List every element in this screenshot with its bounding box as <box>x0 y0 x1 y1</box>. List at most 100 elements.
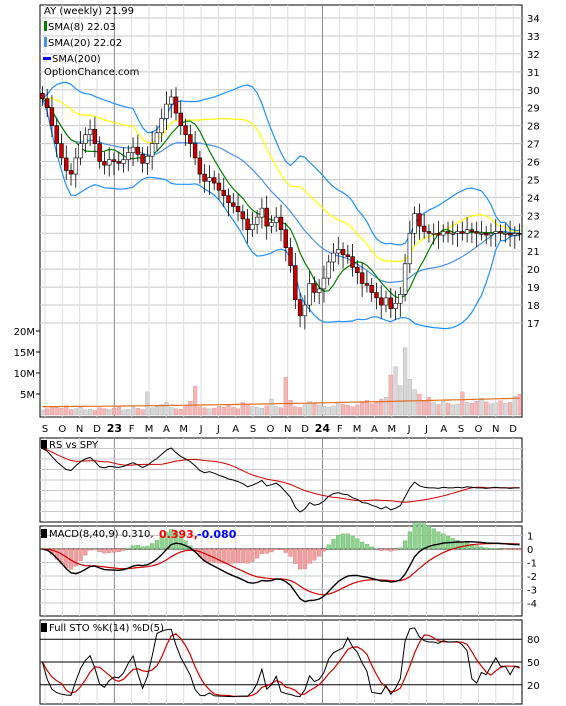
volume-bar <box>460 391 465 416</box>
candle-body <box>469 229 475 232</box>
volume-tick-label: 15M <box>14 348 35 359</box>
candle-body <box>321 277 327 290</box>
volume-bar <box>493 402 498 416</box>
candle-body <box>288 247 293 266</box>
x-tick-label: N <box>492 424 499 435</box>
volume-bar <box>283 377 288 416</box>
volume-bar <box>312 403 317 416</box>
x-tick-label: 23 <box>107 422 122 435</box>
macd-hist-bar <box>240 548 245 563</box>
price-tick-label: 23 <box>527 211 540 222</box>
macd-hist-bar <box>360 541 365 550</box>
macd-marker-icon <box>41 529 47 538</box>
x-tick-label: A <box>232 424 239 435</box>
volume-bar <box>40 409 45 416</box>
macd-hist-bar <box>283 548 288 553</box>
candle-body <box>83 134 88 144</box>
sto-k-line <box>41 627 520 698</box>
candle-body <box>369 285 374 293</box>
x-tick-label: 24 <box>315 422 331 435</box>
volume-bar <box>278 407 284 416</box>
macd-tick-label: -4 <box>527 599 537 610</box>
candle-body <box>192 143 198 159</box>
candle-body <box>178 112 183 126</box>
volume-bar <box>92 410 97 416</box>
volume-bar <box>111 408 117 416</box>
macd-hist-bar <box>255 548 260 559</box>
candle-body <box>274 216 279 223</box>
volume-bar <box>360 402 365 416</box>
volume-bar <box>245 404 250 416</box>
volume-bar <box>68 409 74 416</box>
x-tick-label: J <box>216 424 220 435</box>
macd-hist-bar <box>135 545 140 550</box>
macd-hist-bar <box>307 548 312 564</box>
macd-hist-bar <box>398 547 403 550</box>
macd-hist-bar <box>88 548 93 551</box>
price-tick-label: 31 <box>527 68 540 79</box>
macd-hist-bar <box>221 548 226 564</box>
macd-hist-bar <box>403 540 408 550</box>
macd-hist-bar <box>97 548 102 552</box>
lower-bollinger-line <box>41 98 520 330</box>
macd-hist-bar <box>321 548 327 552</box>
volume-bar <box>83 409 88 416</box>
x-tick-label: N <box>284 424 291 435</box>
candle-body <box>436 232 441 236</box>
macd-hist-bar <box>245 548 250 564</box>
macd-tick-label: -3 <box>527 586 537 597</box>
volume-sma-line <box>42 397 520 408</box>
sto-label: Full STO %K(14) %D(5) <box>49 623 164 634</box>
volume-bar <box>512 395 517 416</box>
sto-grid <box>40 620 522 704</box>
volume-bar <box>154 406 159 416</box>
chart-title: AY (weekly) 21.99 <box>44 6 134 17</box>
volume-bar <box>88 408 93 416</box>
volume-bar <box>221 406 226 416</box>
candle-body <box>135 146 141 155</box>
volume-bar <box>255 407 260 416</box>
macd-hist-bar <box>78 548 83 561</box>
volume-bar <box>379 398 384 416</box>
volume-tick-label: 20M <box>14 327 35 338</box>
macd-hist-value: -0.080 <box>197 528 237 541</box>
volume-bar <box>369 403 374 416</box>
macd-hist-bar <box>436 531 441 550</box>
volume-bar <box>326 406 331 416</box>
volume-bar <box>398 385 403 416</box>
macd-tick-label: 0 <box>527 545 533 556</box>
macd-axis: 1 0 -1 -2 -3 -4 <box>527 532 537 611</box>
volume-bar <box>321 406 327 416</box>
macd-hist-bar <box>131 545 136 550</box>
candle-body <box>254 216 260 225</box>
volume-bar <box>131 406 136 416</box>
macd-signal-value: 0.393, <box>159 528 198 541</box>
candle-body <box>336 249 341 254</box>
price-tick-label: 30 <box>527 86 540 97</box>
volume-bar <box>288 400 293 416</box>
volume-bar <box>441 401 446 416</box>
price-tick-label: 26 <box>527 158 540 169</box>
volume-bar <box>264 405 269 416</box>
candle-body <box>312 283 317 293</box>
candle-body <box>398 293 403 304</box>
macd-hist-bar <box>126 548 131 550</box>
candle-body <box>350 256 355 268</box>
macd-hist-bar <box>145 545 150 550</box>
legend-sma8: SMA(8) 22.03 <box>48 22 116 33</box>
candle-body <box>359 272 365 284</box>
macd-hist-bar <box>116 548 121 552</box>
sma20-line <box>41 98 520 284</box>
volume-bar <box>388 374 393 416</box>
price-candles <box>40 86 522 330</box>
candle-body <box>169 96 174 105</box>
candle-body <box>364 283 370 286</box>
volume-bar <box>350 406 355 416</box>
macd-panel-frame <box>39 525 523 617</box>
macd-panel: 1 0 -1 -2 -3 -4 MACD(8,40,9) 0.310, 0.393, -0… <box>39 522 537 617</box>
x-tick-label: F <box>337 424 343 435</box>
rs-line <box>42 447 520 513</box>
volume-bar <box>107 409 112 416</box>
macd-hist-bar <box>264 548 269 554</box>
volume-bar <box>484 401 489 416</box>
